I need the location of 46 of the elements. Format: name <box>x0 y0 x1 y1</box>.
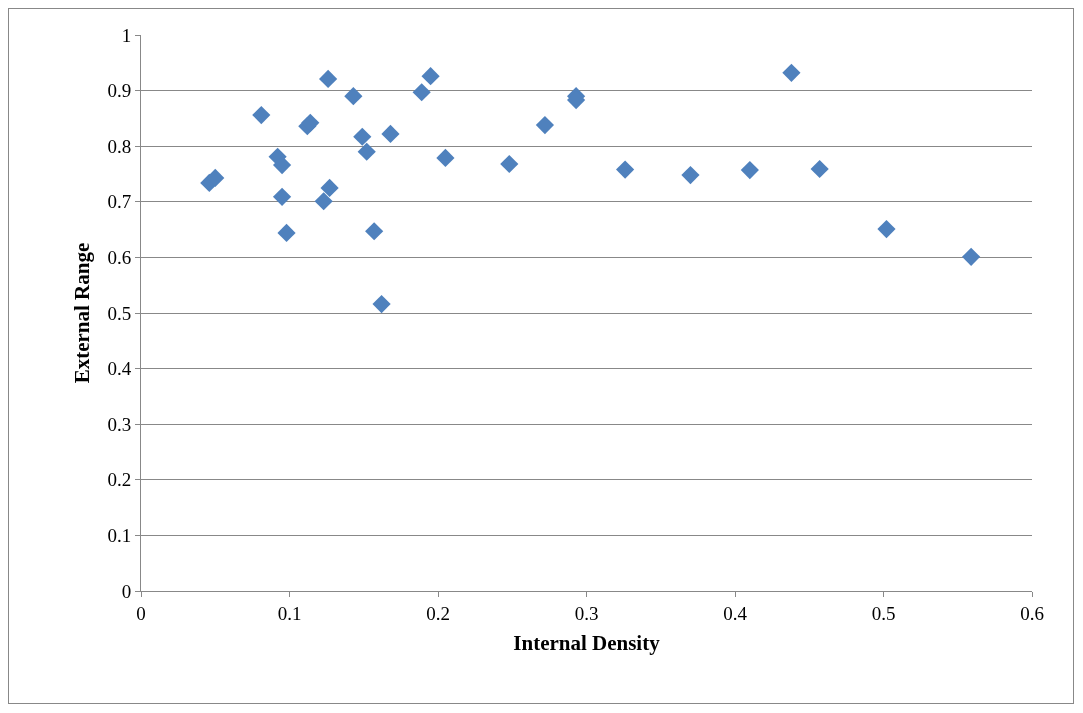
point <box>320 178 339 197</box>
y-tick-label: 0.1 <box>107 525 132 547</box>
point <box>372 295 391 314</box>
x-axis-title: Internal Density <box>513 631 661 655</box>
point <box>877 219 896 239</box>
y-tick-label: 0.7 <box>107 191 132 213</box>
x-tick-label: 0.2 <box>426 602 450 624</box>
x-tick-label: 0 <box>136 602 146 624</box>
y-tick-label: 0.2 <box>107 469 132 491</box>
point <box>314 192 333 211</box>
x-tick-label: 0.3 <box>574 602 599 624</box>
point <box>365 222 384 241</box>
y-tick-label: 0.3 <box>107 413 132 435</box>
y-tick-label: 0.8 <box>107 135 132 157</box>
point <box>272 156 292 175</box>
x-tick-label: 0.6 <box>1020 602 1044 624</box>
point <box>353 127 372 146</box>
y-tick-label: 0.9 <box>107 80 132 102</box>
point <box>381 124 400 144</box>
point <box>319 69 338 89</box>
y-tick-label: 0 <box>121 580 132 602</box>
point <box>421 67 440 86</box>
point <box>412 83 431 102</box>
x-tick-label: 0.1 <box>277 602 302 624</box>
point <box>436 148 455 167</box>
point <box>616 160 635 179</box>
point <box>500 154 519 174</box>
point <box>344 87 363 106</box>
y-tick-label: 0.4 <box>107 358 132 380</box>
point <box>782 63 801 82</box>
y-tick-label: 1 <box>121 24 132 46</box>
point <box>272 187 292 206</box>
y-tick-label: 0.5 <box>107 302 132 324</box>
point <box>357 142 376 161</box>
point <box>277 223 296 243</box>
x-tick-label: 0.5 <box>871 602 896 624</box>
y-axis-title: External Range <box>69 242 94 384</box>
point <box>962 247 981 266</box>
point <box>535 115 555 135</box>
y-tick-label: 0.6 <box>107 247 132 269</box>
point <box>681 166 700 185</box>
point <box>810 159 829 179</box>
x-tick-label: 0.4 <box>723 602 748 624</box>
point <box>252 105 271 125</box>
point <box>740 161 759 180</box>
point <box>301 113 320 132</box>
